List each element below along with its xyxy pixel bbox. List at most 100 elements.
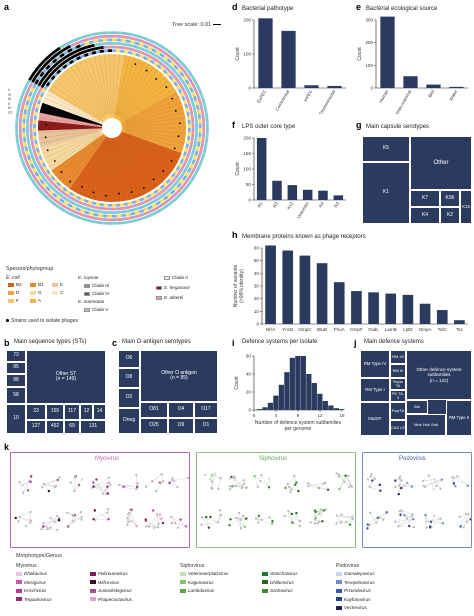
y-tick-label: 0 — [256, 322, 259, 327]
histogram-bar — [267, 402, 273, 410]
metadata-ring-cell — [33, 177, 39, 183]
metadata-ring-cell — [134, 210, 140, 215]
network-node — [229, 518, 232, 521]
metadata-ring-cell — [126, 35, 132, 40]
legend-title: Species/phylogroup — [6, 266, 54, 272]
metadata-ring-cell — [99, 203, 105, 207]
metadata-ring-cell — [86, 218, 93, 223]
metadata-ring-cell — [203, 142, 208, 149]
metadata-ring-cell — [43, 165, 49, 171]
network-node — [440, 478, 444, 481]
network-edge — [236, 517, 242, 529]
treemap-cell: RM Type II — [446, 400, 472, 436]
metadata-ring-cell — [70, 54, 76, 60]
legend-swatch — [30, 290, 36, 295]
genus-legend-item: Lambdavirus — [180, 588, 214, 593]
metadata-ring-cell — [86, 33, 93, 38]
tree-branch — [88, 141, 108, 199]
treemap-cell: CAS I-E — [390, 420, 406, 436]
network-node — [104, 492, 108, 496]
metadata-ring-cell — [167, 49, 173, 55]
metadata-ring-cell — [138, 42, 145, 47]
metadata-ring-cell — [111, 218, 117, 222]
network-node — [205, 515, 208, 519]
network-node — [366, 478, 370, 481]
metadata-ring-cell — [42, 176, 48, 183]
metadata-ring-cell — [17, 102, 22, 109]
network-node — [458, 515, 461, 519]
metadata-ring-cell — [26, 132, 30, 137]
metadata-ring-cell — [170, 183, 176, 189]
panel-a-letter: a — [4, 2, 10, 12]
metadata-ring-cell — [31, 144, 36, 150]
treemap-cell: K5 — [362, 136, 410, 162]
metadata-ring-cell — [51, 186, 57, 192]
legend-swatch — [262, 571, 268, 576]
network-node — [66, 525, 70, 528]
species-legend-item: E. albertii — [156, 295, 183, 300]
strain-dot — [105, 194, 107, 197]
metadata-ring-cell — [59, 184, 65, 190]
tree-branch — [119, 66, 154, 117]
metadata-ring-cell — [193, 110, 197, 116]
metadata-ring-cell — [22, 113, 27, 119]
treemap-cell: 23 — [26, 404, 46, 420]
tree-branch — [118, 140, 150, 193]
network-edge — [433, 515, 441, 519]
bar — [454, 320, 465, 324]
metadata-ring-cell — [202, 102, 207, 109]
bar — [256, 138, 267, 200]
network-node — [29, 521, 32, 524]
y-tick-label: 30 — [254, 284, 260, 289]
network-node — [228, 488, 232, 491]
network-node — [243, 525, 247, 529]
metadata-ring-cell — [205, 117, 209, 124]
network-edge — [210, 516, 219, 523]
network-node — [172, 479, 176, 482]
network-node — [400, 509, 403, 512]
tree-branch — [121, 76, 166, 119]
genus-legend-title: Morphotype/Genus — [16, 553, 62, 559]
network-node — [260, 518, 263, 522]
metadata-ring-cell — [83, 198, 89, 203]
x-tick-label: K12 — [286, 201, 295, 211]
network-node — [231, 485, 234, 488]
metadata-ring-cell — [199, 146, 204, 153]
metadata-ring-cell — [34, 107, 39, 113]
metadata-ring-cell — [67, 211, 74, 217]
metadata-ring-cell — [72, 37, 79, 43]
metadata-ring-cell — [23, 83, 29, 90]
network-node — [338, 487, 341, 491]
tree-branch — [125, 102, 182, 124]
network-node — [219, 476, 222, 480]
metadata-ring-cell — [29, 127, 33, 133]
network-node — [427, 474, 430, 477]
treemap-cell: K2 — [440, 207, 460, 224]
metadata-ring-cell — [55, 55, 62, 61]
metadata-ring-cell — [115, 49, 121, 53]
metadata-ring-cell — [171, 197, 177, 204]
network-node — [314, 516, 317, 520]
metadata-ring-cell — [199, 103, 204, 110]
metadata-ring-cell — [63, 200, 69, 206]
metadata-ring-cell — [174, 56, 181, 62]
metadata-ring-cell — [187, 102, 192, 108]
legend-swatch — [16, 571, 22, 576]
metadata-ring-cell — [195, 84, 201, 90]
metadata-ring-cell — [22, 123, 26, 128]
metadata-ring-cell — [51, 49, 57, 55]
network-edge — [122, 483, 138, 488]
network-node — [403, 514, 406, 517]
treemap-cell: 127 — [26, 420, 46, 434]
metadata-ring-cell — [39, 158, 45, 164]
network-edge — [177, 519, 181, 528]
metadata-ring-cell — [42, 188, 49, 194]
metadata-ring-cell — [96, 220, 103, 225]
metadata-ring-cell — [57, 58, 64, 64]
treemap-cell: Other ST (n = 149) — [26, 350, 106, 404]
genus-legend-item: Tequatrovirus — [16, 597, 52, 602]
network-edge — [206, 517, 210, 528]
legend-swatch — [52, 290, 58, 295]
metadata-ring-cell — [200, 142, 205, 148]
species-legend-item: E. fergusonii — [156, 285, 190, 290]
